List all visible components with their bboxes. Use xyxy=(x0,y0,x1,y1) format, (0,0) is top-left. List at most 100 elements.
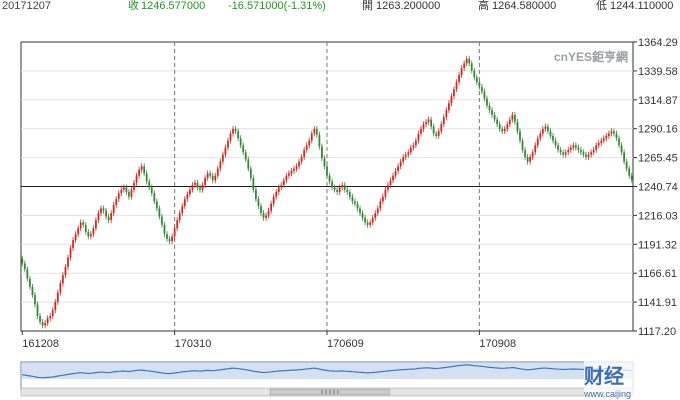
candle-body xyxy=(293,168,295,171)
candle-body xyxy=(605,135,608,139)
candle-body xyxy=(288,173,290,176)
candle-body xyxy=(557,145,559,150)
candle-body xyxy=(554,140,557,146)
x-tick-label: 170609 xyxy=(327,338,364,350)
x-tick-label: 170908 xyxy=(479,338,516,350)
candle-body xyxy=(323,158,326,167)
y-tick-label: 1240.74 xyxy=(638,182,678,194)
candle-body xyxy=(26,269,29,279)
candle-body xyxy=(280,185,283,188)
y-tick-label: 1265.45 xyxy=(638,153,678,165)
site-watermark: 财经 www.caijing xyxy=(583,358,680,400)
candle-body xyxy=(51,310,54,317)
candle-body xyxy=(77,228,80,235)
candle-body xyxy=(244,152,247,160)
candle-body xyxy=(122,187,125,190)
candle-body xyxy=(559,149,562,153)
candle-body xyxy=(585,154,587,157)
candle-body xyxy=(173,228,176,237)
candle-body xyxy=(511,114,514,120)
candle-body xyxy=(72,240,74,249)
candle-body xyxy=(138,169,140,176)
candle-body xyxy=(552,135,554,141)
candle-body xyxy=(262,213,265,218)
candle-body xyxy=(252,178,255,190)
candle-body xyxy=(188,189,191,195)
candle-body xyxy=(28,278,31,287)
candle-body xyxy=(272,196,275,204)
candle-body xyxy=(453,89,455,97)
candle-body xyxy=(562,152,565,155)
candle-body xyxy=(153,193,156,202)
candle-body xyxy=(600,140,603,143)
close-label: 收 xyxy=(128,0,139,12)
candle-body xyxy=(432,126,435,134)
candle-body xyxy=(224,147,227,155)
candle-body xyxy=(379,201,382,209)
candle-body xyxy=(128,192,130,197)
candle-body xyxy=(547,126,549,132)
candle-body xyxy=(117,193,120,200)
candle-body xyxy=(56,292,59,302)
navigator[interactable] xyxy=(20,361,634,397)
candle-body xyxy=(130,189,133,197)
candle-body xyxy=(102,208,105,211)
candle-body xyxy=(62,275,64,284)
candle-body xyxy=(145,173,148,182)
candle-body xyxy=(473,70,476,78)
candle-body xyxy=(23,263,26,270)
candle-body xyxy=(326,166,328,176)
candle-body xyxy=(34,294,36,305)
watermark-brand: cnYES鉅亨網 xyxy=(554,49,628,64)
candle-body xyxy=(54,301,57,311)
candle-body xyxy=(549,131,552,136)
high-value: 1264.580000 xyxy=(492,0,557,12)
candle-body xyxy=(531,152,534,157)
y-tick-label: 1290.16 xyxy=(638,124,678,136)
y-tick-label: 1191.32 xyxy=(638,239,677,251)
scrollbar-grip xyxy=(321,390,339,394)
candle-body xyxy=(298,161,300,167)
candle-body xyxy=(435,133,438,136)
y-tick-label: 1141.91 xyxy=(638,297,677,309)
quote-date: 20171207 xyxy=(2,0,51,12)
candle-body xyxy=(602,138,605,141)
candle-body xyxy=(475,77,478,83)
candle-body xyxy=(514,114,516,122)
y-axis-ticks: 1364.29 1339.58 1314.87 1290.16 1265.45 1240.… xyxy=(633,37,678,338)
candle-body xyxy=(422,124,425,129)
candle-body xyxy=(483,91,486,99)
candle-body xyxy=(125,187,128,193)
candle-body xyxy=(303,149,306,157)
candle-body xyxy=(166,234,168,239)
candle-body xyxy=(501,128,504,132)
candle-body xyxy=(534,145,537,153)
candle-body xyxy=(305,145,308,150)
candle-body xyxy=(625,161,628,169)
candle-body xyxy=(89,234,92,237)
candle-body xyxy=(465,58,468,64)
site-url: www.caijing xyxy=(583,389,631,399)
candle-body xyxy=(404,154,407,157)
candle-body xyxy=(171,236,173,242)
candle-body xyxy=(163,224,166,235)
candle-body xyxy=(458,75,460,83)
candle-body xyxy=(209,173,212,176)
candle-body xyxy=(519,131,521,141)
candle-body xyxy=(232,128,234,134)
candle-body xyxy=(356,203,359,209)
candle-body xyxy=(41,321,44,326)
candle-body xyxy=(87,231,90,237)
candle-body xyxy=(488,105,491,111)
candle-body xyxy=(455,82,458,90)
candle-body xyxy=(590,152,592,155)
candle-body xyxy=(247,159,250,169)
candle-body xyxy=(448,103,450,111)
close-value: 1246.577000 xyxy=(141,0,206,12)
candle-body xyxy=(105,210,107,217)
candle-body xyxy=(95,220,97,229)
candle-body xyxy=(468,58,471,64)
candle-body xyxy=(620,145,623,153)
candle-body xyxy=(420,128,422,134)
candle-body xyxy=(196,182,199,188)
